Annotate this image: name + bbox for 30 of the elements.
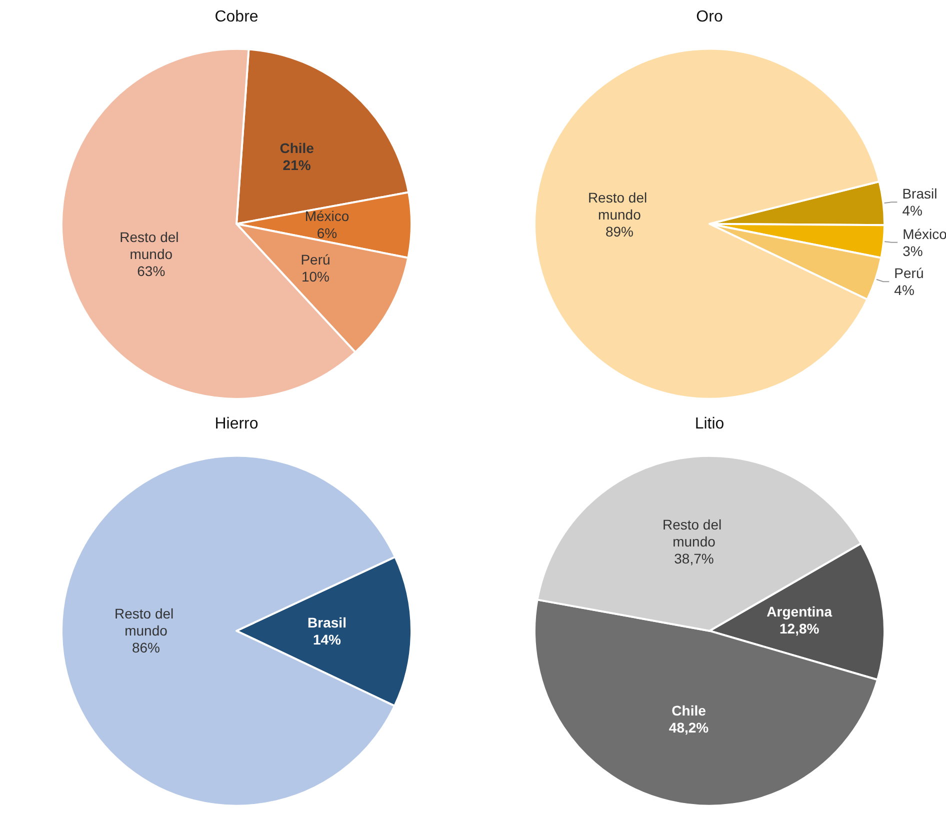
data-label: 63% — [137, 262, 166, 279]
slice-label: Brasil — [308, 614, 346, 631]
data-label: 10% — [301, 268, 330, 285]
slice-label: Brasil — [902, 186, 938, 202]
data-label: 14% — [312, 632, 342, 648]
slice-label: Argentina — [766, 603, 832, 620]
data-label: 89% — [605, 224, 634, 240]
chart-title: Hierro — [214, 416, 258, 432]
slice-label: México — [902, 226, 946, 242]
slice-label: Resto del mundo — [588, 190, 651, 223]
data-label: 12,8% — [780, 620, 820, 636]
data-label: 48,2% — [668, 719, 710, 736]
slice-label: Resto del mundo — [120, 228, 183, 262]
slice-label: Perú — [894, 265, 924, 282]
chart-title: Cobre — [214, 8, 258, 26]
data-label: 21% — [282, 156, 312, 173]
slice-label: Chile — [672, 702, 706, 718]
chart-title: Oro — [696, 8, 723, 26]
slice-label: Resto del mundo — [662, 516, 726, 550]
data-label: 38,7% — [674, 550, 714, 567]
data-label: 86% — [132, 640, 160, 656]
data-label: 4% — [902, 202, 922, 219]
slice-label: Perú — [300, 252, 330, 268]
data-label: 6% — [316, 224, 338, 241]
chart-title: Litio — [694, 416, 724, 432]
slice-label: México — [304, 208, 350, 224]
slice-label: Resto del mundo — [114, 606, 178, 639]
data-label: 3% — [902, 242, 923, 259]
slice-label: Chile — [280, 140, 314, 156]
data-label: 4% — [894, 282, 914, 298]
